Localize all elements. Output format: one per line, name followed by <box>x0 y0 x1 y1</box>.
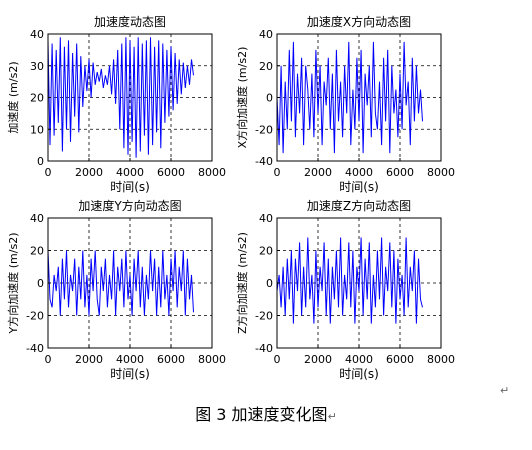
x-tick-label: 8000 <box>427 353 455 366</box>
y-tick-label: -20 <box>255 123 273 136</box>
x-tick-label: 6000 <box>386 166 414 179</box>
y-tick-label: -40 <box>26 342 44 355</box>
x-tick-label: 0 <box>45 166 52 179</box>
y-tick-label: 40 <box>259 212 273 225</box>
x-tick-label: 0 <box>274 353 281 366</box>
return-mark-lower: ↵ <box>327 410 337 423</box>
y-axis-label: X方向加速度 (m/s2) <box>235 47 249 149</box>
y-tick-label: 40 <box>259 28 273 41</box>
y-tick-label: 20 <box>30 92 44 105</box>
y-tick-label: 20 <box>259 60 273 73</box>
x-tick-label: 2000 <box>304 353 332 366</box>
x-tick-label: 8000 <box>198 353 226 366</box>
x-tick-label: 0 <box>45 353 52 366</box>
y-tick-label: 0 <box>37 277 44 290</box>
x-tick-label: 6000 <box>157 166 185 179</box>
y-tick-label: -20 <box>26 310 44 323</box>
x-tick-label: 6000 <box>386 353 414 366</box>
x-tick-label: 2000 <box>75 166 103 179</box>
y-tick-label: 0 <box>266 92 273 105</box>
chart-panel-4: 0 2000 4000 6000 8000 -40 -20 0 20 40 加速度Z方向动态图时间(… <box>235 198 455 381</box>
y-tick-label: -40 <box>255 342 273 355</box>
x-tick-label: 4000 <box>345 353 373 366</box>
caption-text: 图 3 加速度变化图 <box>195 405 328 424</box>
chart-title: 加速度X方向动态图 <box>307 14 411 29</box>
y-tick-label: -40 <box>255 155 273 168</box>
y-tick-label: -20 <box>255 310 273 323</box>
y-axis-label: Y方向加速度 (m/s2) <box>6 233 20 335</box>
x-tick-label: 2000 <box>75 353 103 366</box>
y-tick-label: 0 <box>266 277 273 290</box>
x-axis-label: 时间(s) <box>110 180 150 194</box>
figure-caption: 图 3 加速度变化图↵ <box>0 401 532 425</box>
chart-panel-2: 0 2000 4000 6000 8000 -40 -20 0 20 40 加速度X方向动态图时间(… <box>235 14 455 194</box>
x-tick-label: 4000 <box>116 166 144 179</box>
x-tick-label: 8000 <box>198 166 226 179</box>
x-tick-label: 0 <box>274 166 281 179</box>
x-tick-label: 4000 <box>345 166 373 179</box>
x-axis-label: 时间(s) <box>110 367 150 381</box>
return-mark-upper: ↵ <box>500 384 510 397</box>
y-tick-label: 20 <box>259 245 273 258</box>
series-line <box>276 237 423 324</box>
y-tick-label: 40 <box>30 28 44 41</box>
y-axis-label: Z方向加速度 (m/s2) <box>235 232 249 334</box>
y-tick-label: 10 <box>30 123 44 136</box>
y-tick-label: 30 <box>30 60 44 73</box>
y-tick-label: 20 <box>30 245 44 258</box>
series-line <box>47 250 194 316</box>
chart-title: 加速度Y方向动态图 <box>78 198 181 213</box>
x-tick-label: 6000 <box>157 353 185 366</box>
series-line <box>47 37 194 158</box>
chart-title: 加速度动态图 <box>94 14 166 29</box>
y-axis-label: 加速度 (m/s2) <box>6 61 20 133</box>
y-tick-label: 40 <box>30 212 44 225</box>
x-axis-label: 时间(s) <box>339 180 379 194</box>
x-tick-label: 2000 <box>304 166 332 179</box>
x-tick-label: 4000 <box>116 353 144 366</box>
x-axis-label: 时间(s) <box>339 367 379 381</box>
x-tick-label: 8000 <box>427 166 455 179</box>
series-line <box>276 41 423 154</box>
chart-title: 加速度Z方向动态图 <box>307 198 411 213</box>
chart-panel-3: 0 2000 4000 6000 8000 -40 -20 0 20 40 加速度Y方向动态图时间(… <box>6 198 226 381</box>
y-tick-label: 0 <box>37 155 44 168</box>
figure: 0 2000 4000 6000 8000010203040加速度动态图时间(s)加速度… <box>6 14 455 381</box>
